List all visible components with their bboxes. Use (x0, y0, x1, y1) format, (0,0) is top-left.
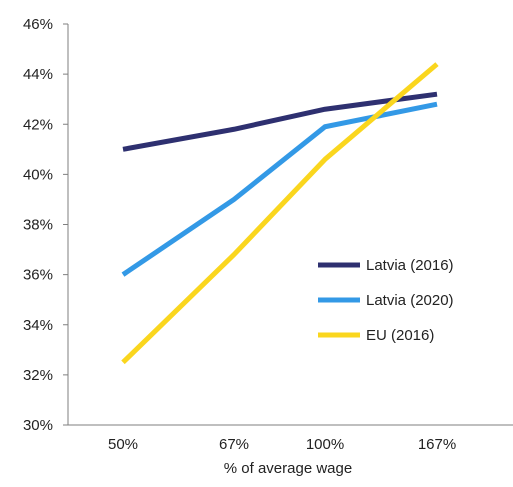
y-tick-label: 40% (23, 166, 53, 183)
series-line-3 (123, 64, 437, 362)
y-axis: 30% 32% 34% 36% 38% 40% 42% 44% 46% (23, 16, 68, 434)
y-tick-label: 44% (23, 66, 53, 83)
y-tick-label: 30% (23, 417, 53, 434)
y-tick-label: 38% (23, 217, 53, 234)
series-lines (123, 64, 437, 362)
legend-label: Latvia (2016) (366, 257, 454, 274)
x-tick-label: 100% (306, 436, 344, 453)
legend: Latvia (2016) Latvia (2020) EU (2016) (318, 257, 454, 344)
series-line-2 (123, 104, 437, 274)
legend-label: Latvia (2020) (366, 292, 454, 309)
y-tick-label: 32% (23, 367, 53, 384)
x-tick-label: 50% (108, 436, 138, 453)
y-tick-label: 46% (23, 16, 53, 33)
x-axis: 50% 67% 100% 167% (68, 425, 513, 453)
x-tick-label: 167% (418, 436, 456, 453)
y-tick-label: 34% (23, 317, 53, 334)
legend-label: EU (2016) (366, 327, 434, 344)
x-axis-title: % of average wage (224, 460, 352, 477)
y-tick-label: 36% (23, 267, 53, 284)
y-tick-label: 42% (23, 116, 53, 133)
x-tick-label: 67% (219, 436, 249, 453)
